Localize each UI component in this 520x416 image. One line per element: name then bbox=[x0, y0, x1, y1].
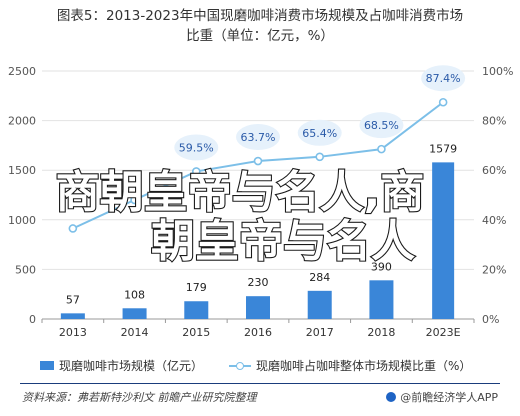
brand-logo-icon bbox=[386, 392, 397, 402]
right-axis-ticks: 0% 20% 40% 60% 80% 100% bbox=[482, 65, 513, 326]
left-tick-label: 1500 bbox=[8, 164, 36, 177]
bar-value-label: 390 bbox=[371, 260, 392, 273]
legend-bar-swatch bbox=[40, 361, 54, 370]
left-axis-ticks: 0 500 1000 1500 2000 2500 bbox=[8, 65, 36, 326]
right-tick-label: 60% bbox=[482, 164, 506, 177]
legend-line-label: 现磨咖啡占咖啡整体市场规模比重（%） bbox=[256, 359, 472, 373]
line-point bbox=[315, 152, 325, 162]
bar-series bbox=[60, 162, 455, 319]
right-tick-label: 80% bbox=[482, 115, 506, 128]
left-tick-label: 0 bbox=[29, 313, 36, 326]
bar bbox=[184, 301, 209, 319]
brand-text: @前瞻经济学人APP bbox=[400, 391, 498, 404]
bar-value-label: 1579 bbox=[429, 142, 457, 155]
bar-value-label: 108 bbox=[124, 288, 145, 301]
line-label-bubble bbox=[359, 112, 404, 139]
left-tick-label: 2000 bbox=[8, 115, 36, 128]
bar-value-label: 57 bbox=[66, 293, 80, 306]
line-label-bubble bbox=[236, 124, 280, 151]
bar-data-labels: 57 108 179 230 284 390 1579 bbox=[66, 142, 457, 306]
bar-value-label: 284 bbox=[309, 271, 330, 284]
category-label: 2014 bbox=[121, 326, 149, 339]
line-value-label: 68.5% bbox=[364, 119, 399, 132]
bar-value-label: 179 bbox=[186, 281, 207, 294]
line-point bbox=[191, 167, 201, 176]
chart-title: 图表5：2013-2023年中国现磨咖啡消费市场规模及占咖啡消费市场 比重（单位… bbox=[0, 6, 520, 46]
left-tick-label: 1000 bbox=[8, 214, 36, 227]
line-point bbox=[377, 144, 386, 154]
line-point bbox=[130, 195, 139, 205]
footer-divider bbox=[20, 383, 500, 384]
source-note: 资料来源：弗若斯特沙利文 前瞻产业研究院整理 bbox=[22, 391, 257, 404]
right-tick-label: 20% bbox=[482, 263, 506, 276]
category-label: 2016 bbox=[244, 326, 272, 339]
left-tick-label: 500 bbox=[15, 263, 36, 276]
bar bbox=[60, 313, 85, 319]
line-point bbox=[68, 224, 78, 233]
bar bbox=[432, 162, 455, 319]
line-value-label: 65.4% bbox=[302, 127, 337, 140]
line-value-label: 59.5% bbox=[179, 141, 214, 154]
line-label-bubble bbox=[421, 65, 466, 92]
watermark-line2: 朝皇帝与名人 bbox=[151, 216, 415, 267]
chart-title-line1: 图表5：2013-2023年中国现磨咖啡消费市场规模及占咖啡消费市场 bbox=[56, 8, 464, 24]
legend-bar-label: 现磨咖啡市场规模（亿元） bbox=[59, 359, 204, 373]
brand-credit: @前瞻经济学人APP bbox=[386, 389, 498, 405]
line-label-bubble bbox=[174, 134, 219, 161]
category-labels: 2013 2014 2015 2016 2017 2018 2023E bbox=[41, 319, 475, 339]
bar bbox=[307, 290, 332, 319]
watermark-overlay: 商朝皇帝与名人,商 朝皇帝与名人 bbox=[55, 166, 426, 268]
right-tick-label: 100% bbox=[482, 65, 513, 78]
line-value-label: 63.7% bbox=[241, 131, 276, 144]
watermark-line1: 商朝皇帝与名人,商 bbox=[56, 167, 425, 218]
bar bbox=[246, 296, 270, 319]
legend-line-swatch bbox=[229, 361, 252, 371]
chart-title-line2: 比重（单位：亿元，%） bbox=[186, 28, 334, 44]
line-point bbox=[438, 97, 448, 107]
bar bbox=[369, 280, 394, 319]
line-value-label: 87.4% bbox=[426, 72, 461, 85]
line-label-bubble bbox=[297, 119, 342, 146]
line-series: 59.5% 63.7% 65.4% 68.5% 87.4% bbox=[68, 65, 466, 233]
category-label: 2017 bbox=[306, 326, 334, 339]
right-tick-label: 0% bbox=[482, 313, 499, 326]
bar bbox=[122, 308, 147, 319]
category-label: 2013 bbox=[59, 326, 87, 339]
legend: 现磨咖啡市场规模（亿元） 现磨咖啡占咖啡整体市场规模比重（%） bbox=[40, 357, 471, 374]
category-label: 2015 bbox=[182, 326, 210, 339]
bar-value-label: 230 bbox=[248, 276, 269, 289]
left-tick-label: 2500 bbox=[8, 65, 36, 78]
category-label: 2023E bbox=[426, 326, 461, 339]
line-point bbox=[253, 156, 263, 166]
category-label: 2018 bbox=[367, 326, 395, 339]
right-tick-label: 40% bbox=[482, 214, 506, 227]
